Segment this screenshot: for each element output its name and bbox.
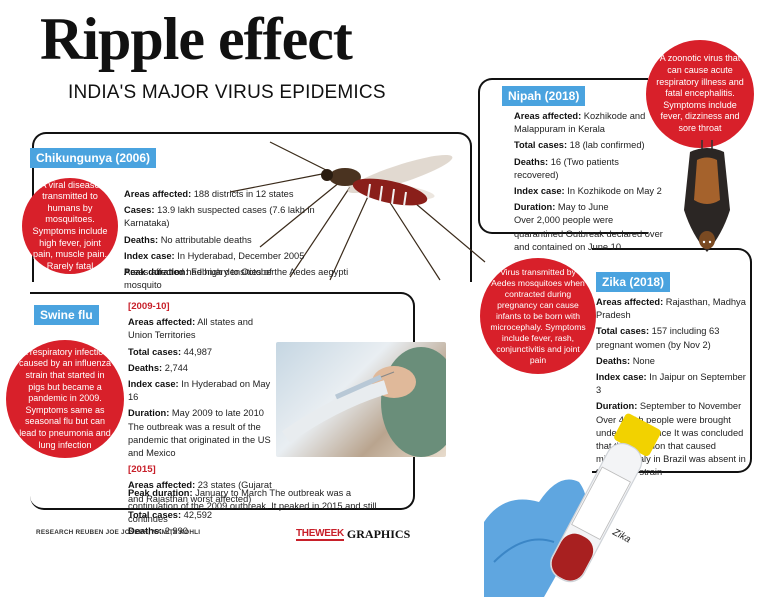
zika-cases: 157 including 63 pregnant women (by Nov … [596,326,720,350]
swine-cases2-label: Total cases: [128,509,182,520]
vial-label: Zika [610,526,633,545]
zika-tag: Zika (2018) [596,272,671,292]
zika-areas: Rajasthan, Madhya Pradesh [596,297,746,321]
chik-areas: 188 districts in 12 states [193,189,294,199]
swine-2009-details: [2009-10] Areas affected: All states and… [128,300,278,541]
swine-year-2015: [2015] [128,464,156,476]
zika-areas-label: Areas affected: [596,297,664,307]
swine-flu-description: A respiratory infection caused by an inf… [6,340,124,458]
swine-areas2-label: Areas affected: [128,480,196,491]
zika-cases-label: Total cases: [596,326,650,337]
chik-peak-label: Peak duration: [124,267,189,278]
nipah-frame [478,78,648,234]
page-title: Ripple effect [40,6,353,72]
swine-peak-2015: Peak duration: January to March The outb… [128,487,396,527]
swine-deaths2-label: Deaths: [128,526,163,537]
swine-cases2: 42,592 [183,509,213,520]
zika-duration-label: Duration: [596,401,638,412]
mosquito-illustration [230,141,486,281]
nipah-index-label: Index case: [514,186,565,197]
page-subtitle: INDIA'S MAJOR VIRUS EPIDEMICS [68,82,386,103]
nipah-duration: May to June [557,202,609,213]
nipah-areas: Kozhikode and Malappuram in Kerala [514,111,646,135]
vaccination-photo [276,342,446,457]
publisher-logo: THEWEEK GRAPHICS [296,527,410,542]
logo-week: THEWEEK [296,528,344,541]
swine-cases1: 44,987 [183,346,213,357]
chik-areas-label: Areas affected: [124,189,192,199]
chik-note: Areas affected had high densities of the… [124,267,349,291]
swine-flu-tag: Swine flu [34,305,99,325]
zika-index-label: Index case: [596,372,647,383]
nipah-details: Areas affected: Kozhikode and Malappuram… [514,110,664,257]
swine-deaths1: 2,744 [164,362,188,373]
swine-areas1-label: Areas affected: [128,317,196,328]
chikungunya-tag: Chikungunya (2006) [30,148,157,168]
swine-areas1: All states and Union Territories [128,317,254,341]
chik-peak: February to October [191,267,275,278]
vial-illustration: Zika [484,413,661,597]
zika-index: In Jaipur on September 3 [596,372,746,396]
nipah-index: In Kozhikode on May 2 [567,186,662,197]
chik-index: In Hyderabad, December 2005 [177,250,305,261]
nipah-deaths: 16 (Two patients recovered) [514,156,619,180]
nipah-tag: Nipah (2018) [502,86,586,106]
logo-graphics: GRAPHICS [346,527,411,541]
chik-index-label: Index case: [124,250,175,261]
zika-duration: September to November [639,401,742,412]
swine-note1: The outbreak was a result of the pandemi… [128,421,271,459]
chikungunya-details: Areas affected: 188 districts in 12 stat… [124,188,360,279]
swine-year-2009: [2009-10] [128,301,170,312]
swine-deaths1-label: Deaths: [128,362,163,373]
swine-deaths2: 2,990 [164,526,188,537]
nipah-deaths-label: Deaths: [514,156,549,167]
chik-cases: 13.9 lakh suspected cases (7.6 lakh in K… [124,205,315,229]
zika-description: Virus transmitted by Aedes mosquitoes wh… [480,258,596,374]
swine-duration1: May 2009 to late 2010 [171,408,264,419]
chik-deaths-label: Deaths: [124,234,159,245]
nipah-cases: 18 (lab confirmed) [569,140,645,151]
swine-areas2: 23 states (Gujarat and Rajasthan worst a… [128,480,272,504]
zika-details: Areas affected: Rajasthan, Madhya Prades… [596,296,748,483]
zika-deaths-label: Deaths: [596,355,631,366]
chikungunya-description: A viral disease transmitted to humans by… [22,178,118,274]
zika-frame [592,248,752,473]
research-credit: RESEARCH REUBEN JOE JOSEPH, NAMITA KOHLI [36,529,201,536]
nipah-duration-label: Duration: [514,202,556,213]
swine-peak2: January to March The outbreak was a cont… [128,488,377,525]
nipah-cases-label: Total cases: [514,140,568,151]
swine-index1-label: Index case: [128,379,179,390]
swine-index1: In Hyderabad on May 16 [128,379,271,403]
zika-deaths: None [632,355,655,366]
swine-peak2-label: Peak duration: [128,488,193,498]
swine-duration1-label: Duration: [128,408,170,419]
swine-cases1-label: Total cases: [128,346,182,357]
nipah-note: Over 2,000 people were quarantined Outbr… [514,215,663,252]
bat-illustration [684,140,730,252]
nipah-description: A zoonotic virus that can cause acute re… [646,40,754,148]
nipah-areas-label: Areas affected: [514,111,582,121]
chik-cases-label: Cases: [124,205,155,216]
chik-deaths: No attributable deaths [160,234,252,245]
